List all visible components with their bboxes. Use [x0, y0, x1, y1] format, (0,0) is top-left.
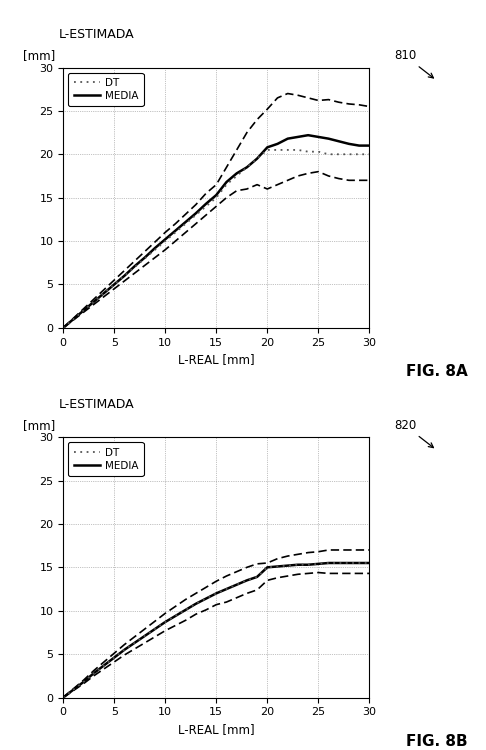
X-axis label: L-REAL [mm]: L-REAL [mm] — [178, 353, 255, 366]
Text: 820: 820 — [394, 419, 434, 448]
Text: L-ESTIMADA: L-ESTIMADA — [58, 398, 134, 411]
Legend: DT, MEDIA: DT, MEDIA — [69, 442, 143, 476]
Text: [mm]: [mm] — [23, 419, 55, 432]
Text: 810: 810 — [394, 50, 434, 78]
Legend: DT, MEDIA: DT, MEDIA — [69, 73, 143, 106]
Text: L-ESTIMADA: L-ESTIMADA — [58, 28, 134, 41]
X-axis label: L-REAL [mm]: L-REAL [mm] — [178, 723, 255, 736]
Text: [mm]: [mm] — [23, 50, 55, 62]
Text: FIG. 8A: FIG. 8A — [406, 364, 468, 380]
Text: FIG. 8B: FIG. 8B — [406, 734, 468, 749]
